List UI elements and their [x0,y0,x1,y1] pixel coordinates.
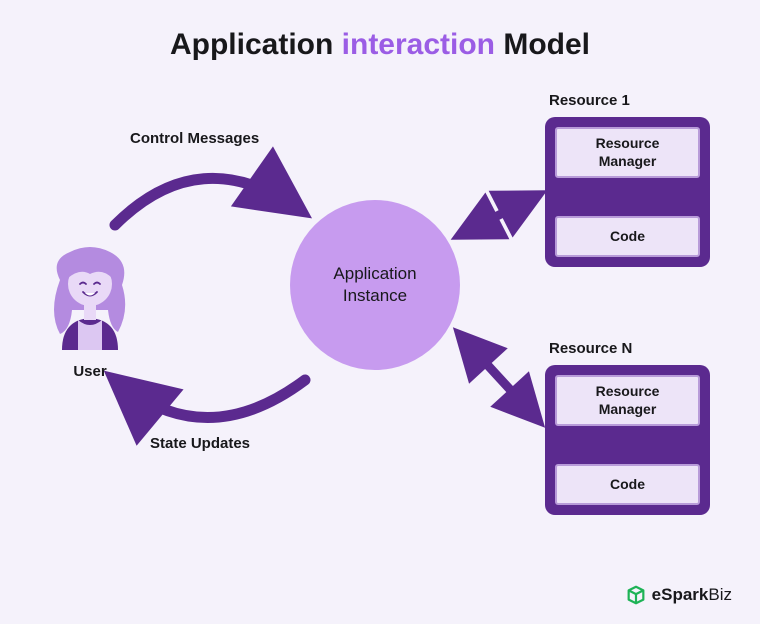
resource-1-manager: Resource Manager [555,127,700,178]
logo-icon [625,584,647,606]
resource-1-box: Resource Manager Code [545,117,710,267]
logo-brand: eSpark [652,585,709,604]
title-part2: Model [495,28,590,61]
resource-1-code: Code [555,216,700,258]
control-messages-label: Control Messages [130,130,259,147]
diagram-title: Application interaction Model [0,0,760,62]
control-messages-arrow [115,178,300,225]
state-updates-label: State Updates [150,435,250,452]
resource-n-box: Resource Manager Code [545,365,710,515]
resource-n-code: Code [555,464,700,506]
resource-1-title: Resource 1 [545,92,710,109]
app-resource1-arrow [460,195,538,235]
resource-1-node: Resource 1 Resource Manager Code [545,92,710,267]
app-resourcen-arrow [460,335,538,420]
user-label: User [40,363,140,380]
resource-n-node: Resource N Resource Manager Code [545,340,710,515]
logo-suffix: Biz [708,585,732,604]
user-node: User [40,240,140,380]
resource-n-manager: Resource Manager [555,375,700,426]
application-instance-label: Application Instance [333,263,416,307]
state-updates-arrow [115,380,305,418]
title-highlight: interaction [342,28,495,61]
esparkbiz-logo: eSparkBiz [625,584,732,606]
user-avatar-icon [40,240,140,350]
title-part1: Application [170,28,342,61]
application-instance-node: Application Instance [290,200,460,370]
resource-n-title: Resource N [545,340,710,357]
